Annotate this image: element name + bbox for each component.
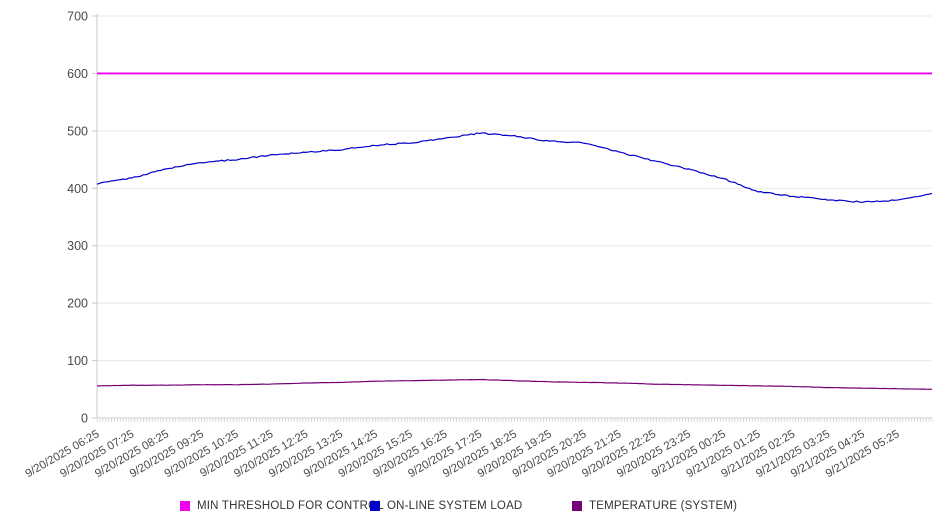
y-axis-tick-label: 200 <box>67 297 88 311</box>
series-line-temperature <box>96 378 933 390</box>
legend-swatch-icon <box>572 501 582 511</box>
legend-label: ON-LINE SYSTEM LOAD <box>387 500 523 512</box>
y-axis-tick-label: 500 <box>67 124 88 138</box>
y-axis-tick-label: 0 <box>81 412 88 426</box>
legend-swatch-icon <box>180 501 190 511</box>
legend-swatch-icon <box>370 501 380 511</box>
y-axis-tick-label: 300 <box>67 239 88 253</box>
legend-label: TEMPERATURE (SYSTEM) <box>589 500 738 512</box>
y-axis-tick-label: 400 <box>67 182 88 196</box>
legend-item-temperature-system[interactable]: TEMPERATURE (SYSTEM) <box>572 499 737 513</box>
legend-label: MIN THRESHOLD FOR CONTROL <box>197 500 384 512</box>
legend-item-online-system-load[interactable]: ON-LINE SYSTEM LOAD <box>370 499 522 513</box>
y-axis-tick-label: 700 <box>67 10 88 24</box>
legend-item-min-threshold[interactable]: MIN THRESHOLD FOR CONTROL <box>180 499 384 513</box>
y-axis-tick-label: 600 <box>67 67 88 81</box>
series-line-online-system-load <box>96 132 933 204</box>
y-axis-tick-label: 100 <box>67 354 88 368</box>
